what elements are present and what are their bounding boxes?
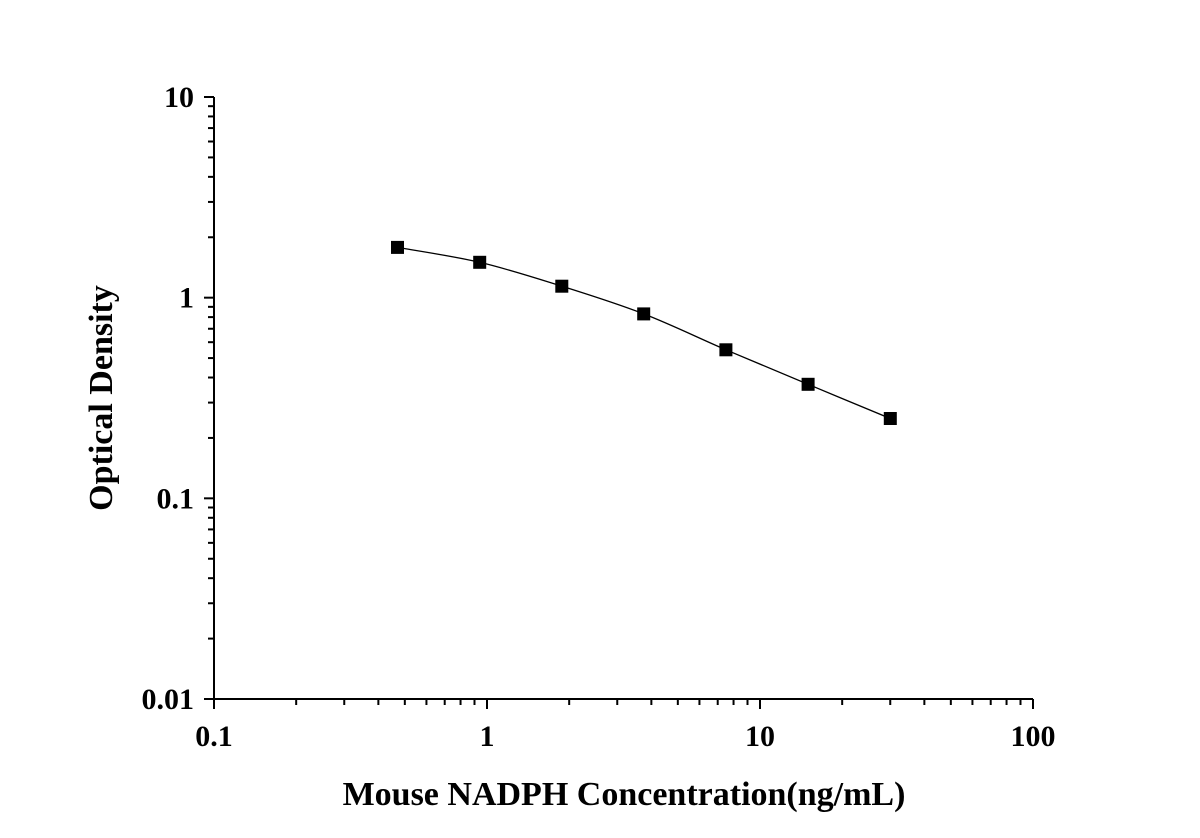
x-tick-label: 0.1: [195, 720, 233, 753]
data-point: [473, 255, 487, 269]
x-axis-title: Mouse NADPH Concentration(ng/mL): [343, 776, 906, 813]
y-axis-title: Optical Density: [83, 285, 120, 511]
x-axis-ticks: [213, 699, 1034, 709]
y-axis-ticks: [204, 96, 214, 700]
y-tick-label: 10: [164, 81, 194, 114]
data-point: [719, 343, 733, 357]
y-axis-tick-labels: 0.01 0.1 1 10: [142, 81, 195, 716]
data-point: [637, 307, 651, 321]
data-point: [555, 279, 569, 293]
data-point: [801, 377, 815, 391]
data-point: [391, 240, 404, 254]
data-point: [883, 412, 897, 425]
y-tick-label: 1: [179, 282, 194, 315]
x-tick-label: 1: [480, 720, 495, 753]
fitted-curve: [397, 246, 891, 420]
y-tick-label: 0.01: [142, 683, 195, 716]
x-axis-tick-labels: 0.1 1 10 100: [195, 720, 1055, 753]
x-tick-label: 10: [745, 720, 775, 753]
y-tick-label: 0.1: [157, 482, 195, 515]
x-tick-label: 100: [1011, 720, 1056, 753]
data-points: [391, 240, 897, 425]
